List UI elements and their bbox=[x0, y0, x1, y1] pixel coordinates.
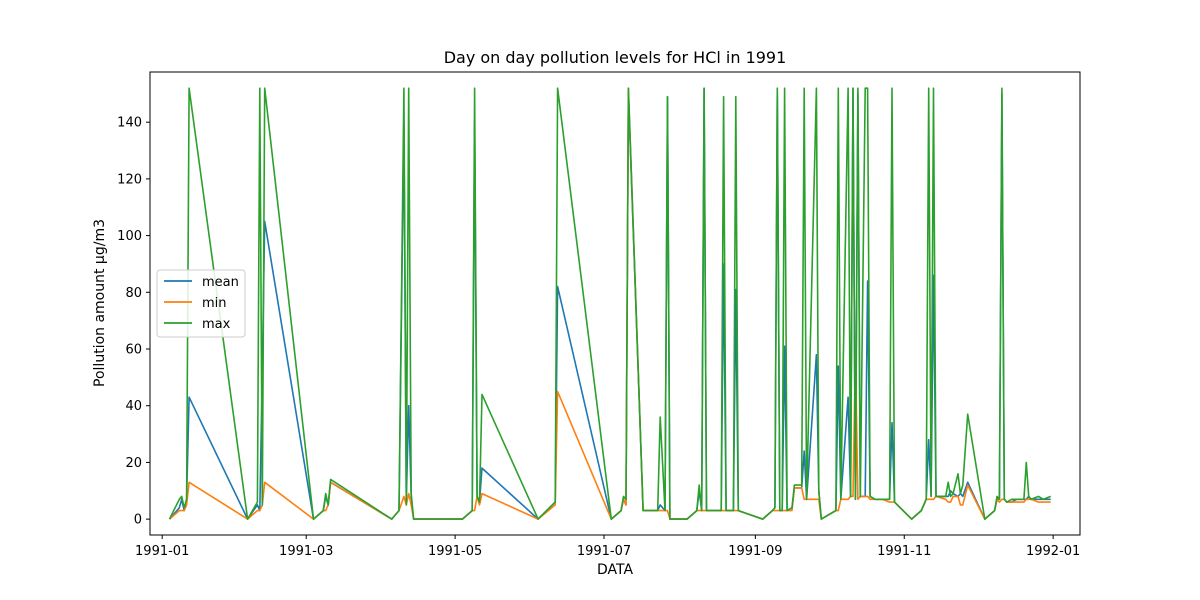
legend-label-mean: mean bbox=[202, 275, 239, 290]
series-layer bbox=[168, 87, 1051, 520]
x-tick-label: 1991-11 bbox=[877, 544, 931, 559]
y-tick-label: 80 bbox=[125, 286, 142, 301]
legend-label-max: max bbox=[202, 317, 231, 332]
axes-frame bbox=[149, 71, 1081, 536]
x-axis-label: DATA bbox=[597, 562, 633, 578]
legend: mean min max bbox=[156, 269, 246, 338]
y-axis-label: Pollution amount µg/m3 bbox=[92, 219, 108, 387]
y-tick-label: 100 bbox=[117, 229, 142, 244]
x-tick-label: 1992-01 bbox=[1026, 544, 1080, 559]
series-line-max bbox=[168, 87, 1051, 520]
x-tick-label: 1991-01 bbox=[135, 544, 189, 559]
x-tick-label: 1991-03 bbox=[279, 544, 333, 559]
y-tick-label: 60 bbox=[125, 343, 142, 358]
x-tick-label: 1991-09 bbox=[728, 544, 782, 559]
y-tick-label: 0 bbox=[134, 513, 142, 528]
legend-box bbox=[156, 269, 246, 338]
x-tick-label: 1991-05 bbox=[428, 544, 482, 559]
x-tick-label: 1991-07 bbox=[577, 544, 631, 559]
chart-title: Day on day pollution levels for HCl in 1… bbox=[444, 48, 787, 67]
x-axis: 1991-01 1991-03 1991-05 1991-07 1991-09 1991-… bbox=[135, 535, 1080, 559]
y-tick-label: 40 bbox=[125, 399, 142, 414]
y-tick-label: 20 bbox=[125, 456, 142, 471]
y-tick-label: 140 bbox=[117, 116, 142, 131]
y-axis: 0 20 40 60 80 100 120 140 bbox=[117, 116, 150, 528]
legend-label-min: min bbox=[202, 296, 227, 311]
plot-area bbox=[149, 71, 1081, 536]
y-tick-label: 120 bbox=[117, 172, 142, 187]
